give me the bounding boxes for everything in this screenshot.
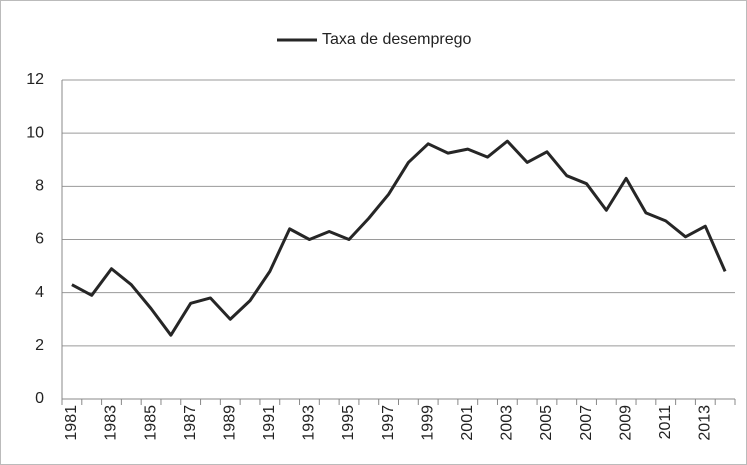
y-tick-label: 0: [35, 390, 44, 407]
x-tick-label: 1985: [142, 405, 159, 441]
x-tick-label: 2009: [617, 405, 634, 441]
y-tick-label: 8: [35, 178, 44, 195]
x-tick-label: 2003: [499, 405, 516, 441]
x-tick-label: 1995: [340, 405, 357, 441]
x-tick-label: 2011: [657, 405, 674, 440]
y-tick-label: 12: [26, 71, 44, 88]
x-tick-label: 2013: [697, 405, 714, 441]
data-line: [71, 139, 727, 337]
x-tick-label: 2001: [459, 405, 476, 441]
x-tick-label: 1989: [221, 405, 238, 441]
x-tick-label: 1993: [301, 405, 318, 441]
y-tick-label: 2: [35, 337, 44, 354]
legend-label: Taxa de desemprego: [322, 31, 472, 48]
y-tick-label: 10: [26, 124, 44, 141]
x-tick-label: 1983: [103, 405, 120, 441]
x-tick-label: 2007: [578, 405, 595, 441]
y-tick-label: 6: [35, 231, 44, 248]
y-tick-label: 4: [35, 284, 44, 301]
x-tick-label: 2005: [538, 405, 555, 441]
x-tick-label: 1981: [63, 405, 80, 441]
x-tick-label: 1987: [182, 405, 199, 441]
x-tick-label: 1997: [380, 405, 397, 441]
x-tick-label: 1991: [261, 405, 278, 441]
x-tick-label: 1999: [419, 405, 436, 441]
